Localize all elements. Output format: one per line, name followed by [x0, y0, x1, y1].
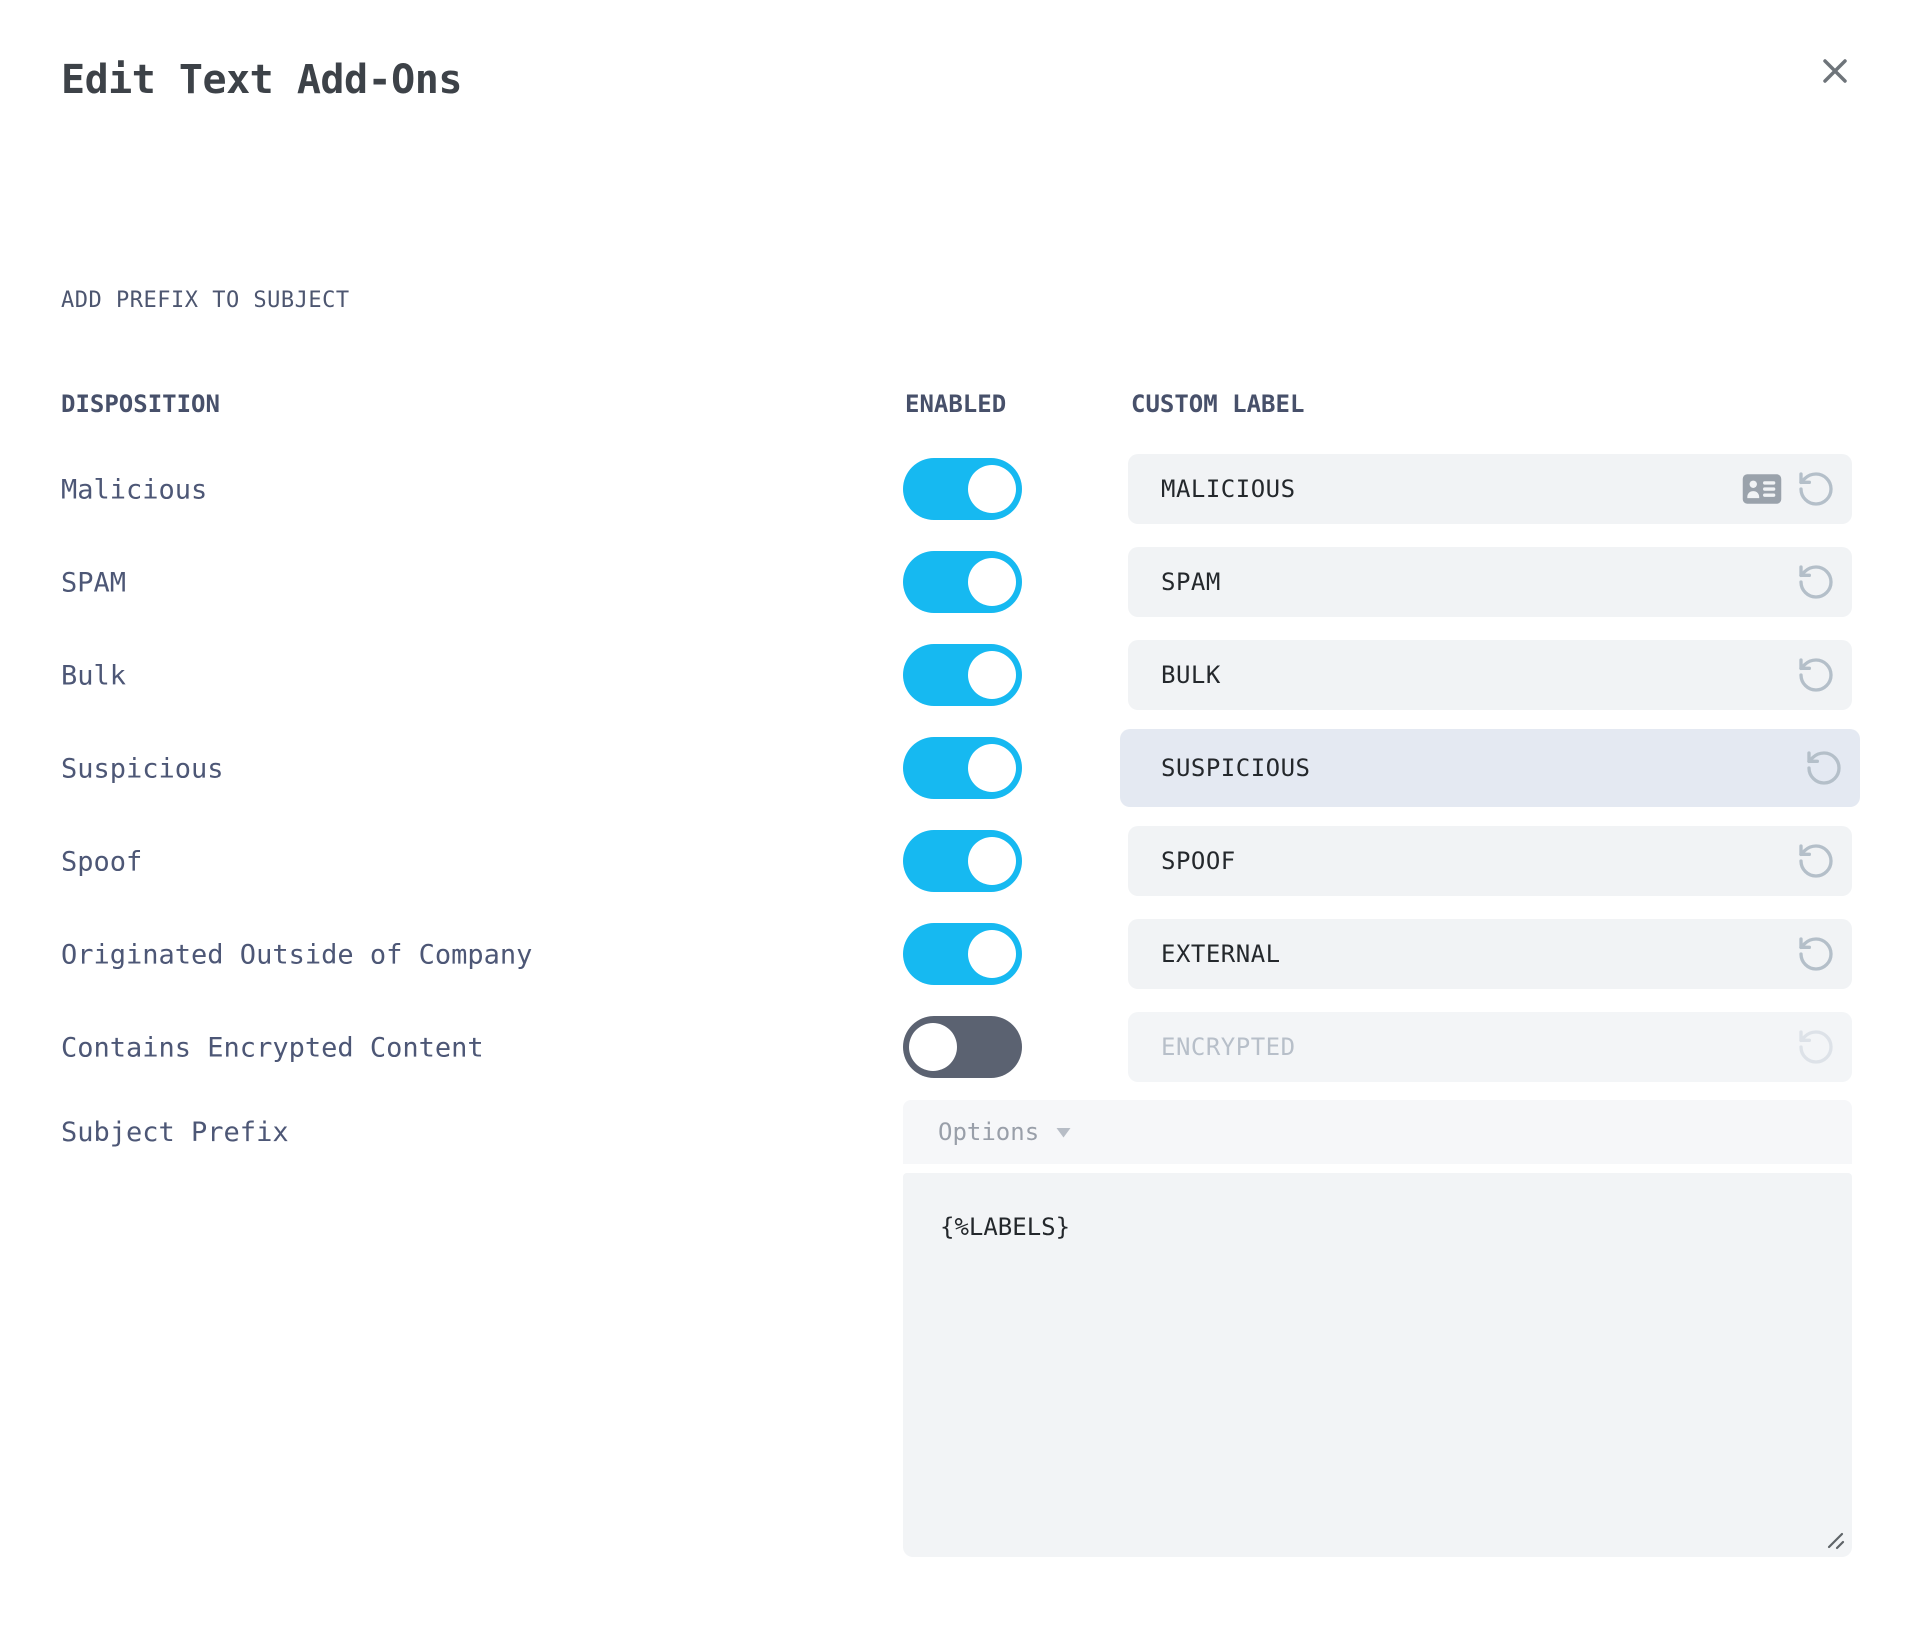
- table-row: Bulk BULK: [0, 629, 1908, 722]
- disposition-label: Spoof: [61, 846, 143, 877]
- rows: Malicious MALICIOUS: [0, 443, 1908, 1094]
- reset-icon[interactable]: [1796, 934, 1836, 974]
- table-row: Spoof SPOOF: [0, 815, 1908, 908]
- custom-label-field[interactable]: SUSPICIOUS: [1120, 729, 1860, 807]
- custom-label-field[interactable]: BULK: [1128, 640, 1852, 710]
- subject-prefix-input[interactable]: {%LABELS}: [903, 1173, 1852, 1557]
- field-icons: [1796, 562, 1836, 602]
- field-icons: [1796, 1027, 1836, 1067]
- disposition-label: SPAM: [61, 567, 127, 598]
- custom-label-text: BULK: [1161, 661, 1221, 689]
- close-icon: [1823, 59, 1847, 83]
- enabled-toggle[interactable]: [903, 830, 1022, 892]
- disposition-label: Bulk: [61, 660, 127, 691]
- field-icons: [1741, 468, 1836, 510]
- custom-label-text: EXTERNAL: [1161, 940, 1281, 968]
- field-icons: [1796, 655, 1836, 695]
- toggle-knob: [968, 744, 1016, 792]
- custom-label-field[interactable]: MALICIOUS: [1128, 454, 1852, 524]
- reset-icon[interactable]: [1796, 841, 1836, 881]
- enabled-column-header: ENABLED: [905, 390, 1007, 418]
- table-row: Suspicious SUSPICIOUS: [0, 722, 1908, 815]
- enabled-toggle[interactable]: [903, 1016, 1022, 1078]
- table-row: Malicious MALICIOUS: [0, 443, 1908, 536]
- custom-label-column-header: CUSTOM LABEL: [1131, 390, 1305, 418]
- custom-label-field[interactable]: SPOOF: [1128, 826, 1852, 896]
- field-icons: [1804, 748, 1844, 788]
- custom-label-field[interactable]: EXTERNAL: [1128, 919, 1852, 989]
- reset-icon[interactable]: [1796, 469, 1836, 509]
- enabled-toggle[interactable]: [903, 458, 1022, 520]
- custom-label-field[interactable]: SPAM: [1128, 547, 1852, 617]
- resize-handle-icon[interactable]: [1820, 1525, 1846, 1551]
- subject-prefix-editor: Options {%LABELS}: [903, 1100, 1852, 1557]
- table-row: SPAM SPAM: [0, 536, 1908, 629]
- disposition-label: Originated Outside of Company: [61, 939, 533, 970]
- custom-label-text: SUSPICIOUS: [1161, 754, 1311, 782]
- disposition-label: Malicious: [61, 474, 208, 505]
- disposition-label: Suspicious: [61, 753, 224, 784]
- disposition-column-header: DISPOSITION: [61, 390, 220, 418]
- custom-label-text: SPOOF: [1161, 847, 1236, 875]
- custom-label-text: ENCRYPTED: [1161, 1033, 1296, 1061]
- table-row: Originated Outside of Company EXTERNAL: [0, 908, 1908, 1001]
- subject-prefix-value: {%LABELS}: [940, 1213, 1071, 1241]
- enabled-toggle[interactable]: [903, 644, 1022, 706]
- options-menu-button[interactable]: Options: [903, 1100, 1852, 1164]
- reset-icon[interactable]: [1796, 562, 1836, 602]
- toggle-knob: [968, 651, 1016, 699]
- dialog-title: Edit Text Add-Ons: [61, 57, 462, 103]
- toggle-knob: [909, 1023, 957, 1071]
- options-menu-label: Options: [938, 1118, 1040, 1146]
- enabled-toggle[interactable]: [903, 923, 1022, 985]
- toggle-knob: [968, 837, 1016, 885]
- reset-icon[interactable]: [1796, 655, 1836, 695]
- close-button[interactable]: [1810, 46, 1860, 96]
- custom-label-text: MALICIOUS: [1161, 475, 1296, 503]
- reset-icon[interactable]: [1804, 748, 1844, 788]
- subject-prefix-label: Subject Prefix: [61, 1117, 289, 1148]
- table-row: Contains Encrypted Content ENCRYPTED: [0, 1001, 1908, 1094]
- toggle-knob: [968, 558, 1016, 606]
- disposition-label: Contains Encrypted Content: [61, 1032, 484, 1063]
- toggle-knob: [968, 930, 1016, 978]
- toggle-knob: [968, 465, 1016, 513]
- field-icons: [1796, 934, 1836, 974]
- enabled-toggle[interactable]: [903, 737, 1022, 799]
- contact-card-icon[interactable]: [1741, 468, 1783, 510]
- reset-icon[interactable]: [1796, 1027, 1836, 1067]
- enabled-toggle[interactable]: [903, 551, 1022, 613]
- section-heading: ADD PREFIX TO SUBJECT: [61, 288, 350, 313]
- chevron-down-icon: [1055, 1126, 1072, 1139]
- field-icons: [1796, 841, 1836, 881]
- custom-label-field[interactable]: ENCRYPTED: [1128, 1012, 1852, 1082]
- custom-label-text: SPAM: [1161, 568, 1221, 596]
